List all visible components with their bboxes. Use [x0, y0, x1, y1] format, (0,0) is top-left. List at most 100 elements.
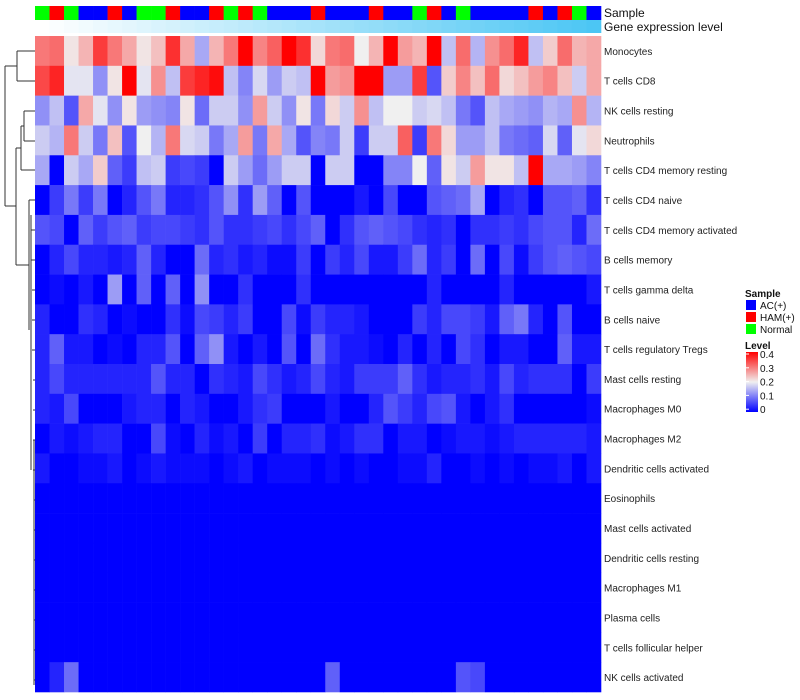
heatmap-cell — [354, 36, 370, 67]
heatmap-cell — [397, 364, 413, 395]
heatmap-cell — [122, 274, 137, 305]
heatmap-cell — [165, 185, 181, 216]
heatmap-cell — [165, 274, 181, 305]
sample-annotation-cell — [557, 6, 573, 20]
heatmap-cell — [107, 632, 123, 663]
heatmap-cell — [78, 95, 94, 126]
heatmap-cell — [238, 632, 253, 663]
heatmap-cell — [441, 453, 457, 484]
heatmap-cell — [35, 95, 50, 126]
heatmap-cell — [441, 36, 457, 67]
heatmap-cell — [209, 334, 224, 365]
row-label: Macrophages M0 — [604, 405, 682, 416]
heatmap-cell — [528, 423, 544, 454]
heatmap-cell — [223, 125, 239, 156]
heatmap-cell — [499, 542, 515, 574]
sample-annotation-cell — [499, 6, 515, 20]
heatmap-cell — [296, 423, 312, 454]
heatmap-cell — [528, 274, 544, 305]
heatmap-cell — [296, 602, 312, 633]
heatmap-cell — [209, 185, 224, 216]
heatmap-cell — [223, 393, 239, 424]
heatmap-cell — [209, 65, 224, 96]
gene-expression-annotation-cell — [325, 20, 341, 33]
heatmap-cell — [542, 453, 558, 484]
heatmap-cell — [513, 513, 529, 544]
heatmap-cell — [499, 662, 515, 693]
heatmap-cell — [310, 65, 326, 96]
sample-annotation-cell — [64, 6, 79, 20]
heatmap-cell — [426, 364, 442, 395]
heatmap-cell — [484, 36, 500, 67]
heatmap-cell — [296, 214, 312, 246]
heatmap-cell — [35, 334, 50, 365]
heatmap-cell — [194, 572, 210, 603]
heatmap-cell — [499, 155, 515, 186]
heatmap-cell — [238, 155, 253, 186]
heatmap-cell — [339, 155, 355, 186]
gene-expression-annotation-cell — [441, 20, 457, 33]
heatmap-cell — [107, 364, 123, 395]
heatmap-cell — [194, 65, 210, 96]
heatmap-cell — [499, 334, 515, 365]
heatmap-cell — [310, 632, 326, 663]
heatmap-cell — [180, 125, 195, 156]
heatmap-cell — [397, 393, 413, 424]
heatmap-cell — [368, 423, 384, 454]
heatmap-cell — [64, 155, 79, 186]
heatmap-cell — [397, 632, 413, 663]
heatmap-cell — [136, 364, 152, 395]
heatmap-cell — [499, 572, 515, 603]
row-label: T cells CD4 naive — [604, 196, 683, 207]
heatmap-cell — [296, 364, 312, 395]
heatmap-cell — [281, 513, 297, 544]
heatmap-cell — [484, 304, 500, 335]
row-label: Plasma cells — [604, 613, 660, 624]
heatmap-cell — [267, 95, 283, 126]
heatmap-cell — [513, 125, 529, 156]
heatmap-cell — [252, 542, 268, 574]
heatmap-cell — [78, 572, 94, 603]
heatmap-cell — [571, 334, 587, 365]
heatmap-cell — [441, 65, 457, 96]
heatmap-cell — [49, 393, 65, 424]
heatmap-cell — [571, 453, 587, 484]
row-label: T cells CD4 memory activated — [604, 226, 737, 237]
heatmap-cell — [484, 453, 500, 484]
heatmap-cell — [49, 125, 65, 156]
heatmap-cell — [78, 65, 94, 96]
heatmap-cell — [49, 602, 65, 633]
heatmap-cell — [586, 662, 602, 693]
heatmap-cell — [165, 393, 181, 424]
row-label: Neutrophils — [604, 136, 655, 147]
heatmap-cell — [339, 423, 355, 454]
heatmap-cell — [209, 483, 224, 514]
heatmap-cell — [93, 393, 108, 424]
heatmap-cell — [281, 483, 297, 514]
heatmap-cell — [368, 125, 384, 156]
legend-sample-title: Sample — [745, 289, 781, 300]
heatmap-cell — [455, 95, 471, 126]
heatmap-cell — [122, 483, 137, 514]
heatmap-cell — [122, 155, 137, 186]
heatmap-cell — [122, 513, 137, 544]
heatmap-cell — [513, 95, 529, 126]
heatmap-cell — [223, 334, 239, 365]
heatmap-cell — [513, 244, 529, 275]
heatmap-cell — [484, 185, 500, 216]
heatmap-cell — [252, 423, 268, 454]
heatmap-cell — [557, 125, 573, 156]
heatmap-cell — [368, 36, 384, 67]
heatmap-cell — [470, 214, 486, 246]
heatmap-cell — [296, 483, 312, 514]
heatmap-cell — [180, 334, 195, 365]
heatmap-cell — [223, 632, 239, 663]
heatmap-cell — [571, 572, 587, 603]
heatmap-cell — [528, 95, 544, 126]
gene-expression-annotation-cell — [412, 20, 428, 33]
heatmap-cell — [513, 662, 529, 693]
heatmap-cell — [136, 125, 152, 156]
heatmap-cell — [78, 453, 94, 484]
gene-expression-annotation-cell — [383, 20, 399, 33]
heatmap-cell — [165, 304, 181, 335]
